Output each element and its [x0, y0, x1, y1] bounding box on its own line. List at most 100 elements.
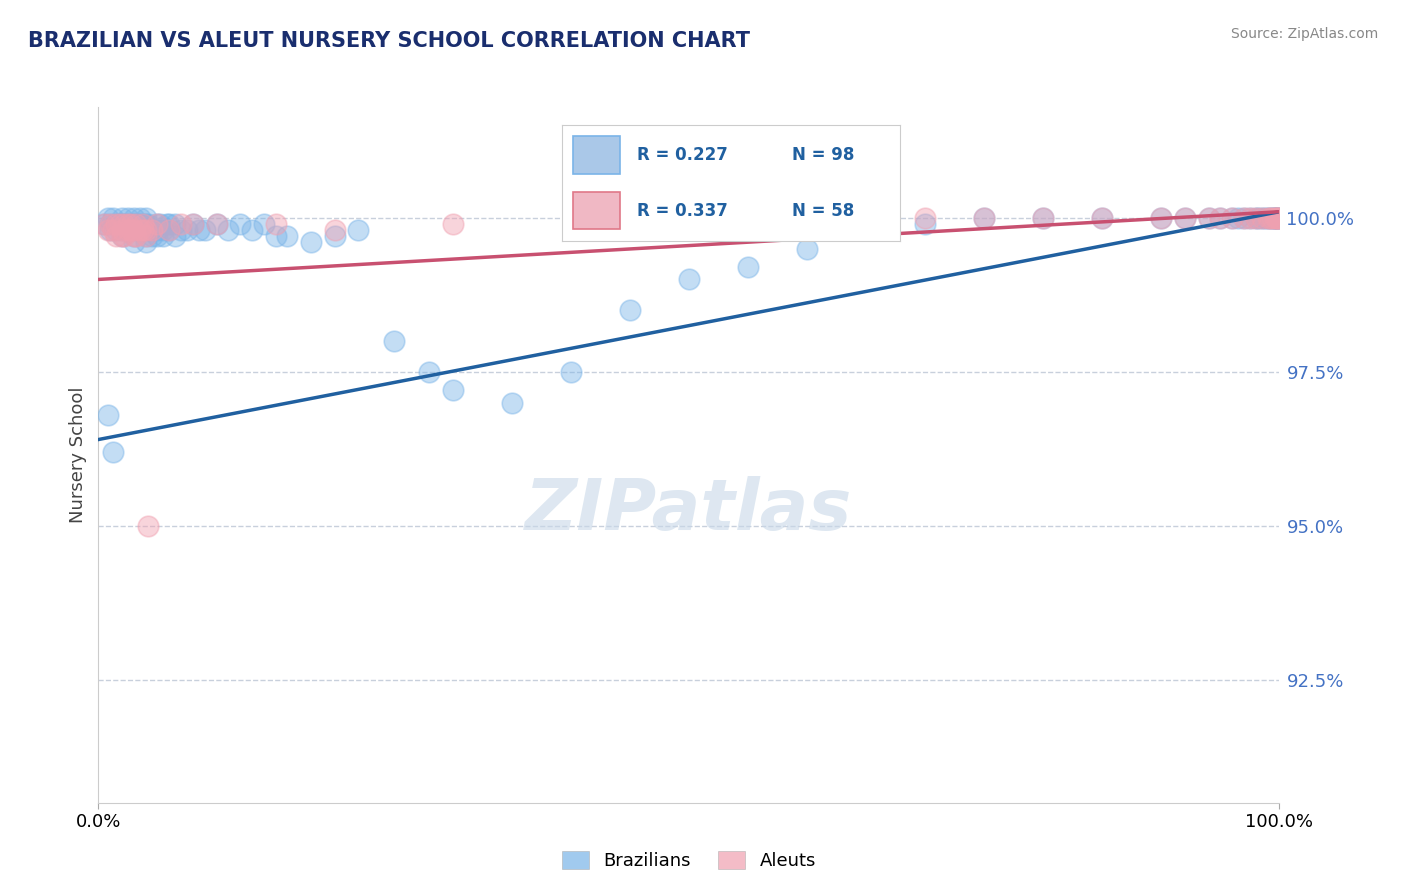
Point — [117, 217, 139, 231]
Point — [105, 229, 128, 244]
Point — [501, 395, 523, 409]
Point — [128, 223, 150, 237]
FancyBboxPatch shape — [572, 136, 620, 174]
Point — [136, 518, 159, 533]
Point — [1261, 211, 1284, 225]
Point — [112, 217, 135, 231]
Point — [1209, 211, 1232, 225]
Point — [111, 217, 134, 231]
Point — [98, 217, 121, 231]
Point — [149, 217, 172, 231]
Point — [125, 217, 148, 231]
Point — [128, 217, 150, 231]
Point — [135, 235, 157, 250]
Point — [135, 223, 157, 237]
Point — [678, 272, 700, 286]
Point — [117, 223, 139, 237]
Point — [170, 223, 193, 237]
Point — [1264, 211, 1286, 225]
Point — [1265, 211, 1288, 225]
Point — [217, 223, 239, 237]
Point — [146, 217, 169, 231]
Point — [205, 217, 228, 231]
Point — [122, 223, 145, 237]
Point — [128, 211, 150, 225]
Point — [135, 217, 157, 231]
Point — [914, 211, 936, 225]
Point — [165, 229, 187, 244]
Point — [1261, 211, 1284, 225]
Point — [156, 217, 179, 231]
Point — [181, 217, 204, 231]
Point — [1250, 211, 1272, 225]
Point — [101, 445, 124, 459]
Point — [132, 223, 155, 237]
Point — [136, 217, 159, 231]
Point — [146, 223, 169, 237]
Point — [122, 223, 145, 237]
Point — [98, 217, 121, 231]
Point — [111, 229, 134, 244]
Point — [418, 365, 440, 379]
Point — [108, 217, 131, 231]
Point — [1264, 211, 1286, 225]
Point — [194, 223, 217, 237]
Point — [737, 260, 759, 274]
Point — [1244, 211, 1267, 225]
Point — [1267, 211, 1289, 225]
Point — [141, 223, 163, 237]
Point — [619, 303, 641, 318]
Point — [117, 223, 139, 237]
Point — [914, 217, 936, 231]
Point — [973, 211, 995, 225]
Point — [1233, 211, 1256, 225]
Point — [855, 223, 877, 237]
Point — [121, 223, 143, 237]
Point — [240, 223, 263, 237]
Point — [125, 217, 148, 231]
Point — [132, 217, 155, 231]
Point — [105, 223, 128, 237]
Point — [187, 223, 209, 237]
Point — [101, 223, 124, 237]
Point — [973, 211, 995, 225]
Point — [1264, 211, 1286, 225]
Point — [1257, 211, 1279, 225]
Point — [112, 217, 135, 231]
Point — [323, 229, 346, 244]
Point — [135, 223, 157, 237]
Point — [121, 217, 143, 231]
Point — [122, 211, 145, 225]
Point — [1268, 211, 1291, 225]
Point — [165, 217, 187, 231]
Point — [796, 217, 818, 231]
Point — [1174, 211, 1197, 225]
Point — [181, 217, 204, 231]
Point — [264, 217, 287, 231]
Point — [112, 229, 135, 244]
Point — [152, 229, 174, 244]
Point — [98, 223, 121, 237]
Point — [347, 223, 370, 237]
Point — [122, 229, 145, 244]
Point — [1265, 211, 1288, 225]
Point — [1220, 211, 1243, 225]
Point — [1198, 211, 1220, 225]
Point — [441, 384, 464, 398]
Point — [93, 217, 115, 231]
Point — [157, 223, 180, 237]
Point — [1150, 211, 1173, 225]
Point — [122, 229, 145, 244]
Point — [146, 229, 169, 244]
Point — [111, 211, 134, 225]
Point — [1267, 211, 1289, 225]
Point — [108, 217, 131, 231]
Point — [121, 217, 143, 231]
Point — [128, 223, 150, 237]
Point — [1209, 211, 1232, 225]
Point — [1257, 211, 1279, 225]
Point — [1263, 211, 1285, 225]
Point — [101, 211, 124, 225]
Legend: Brazilians, Aleuts: Brazilians, Aleuts — [555, 844, 823, 877]
Point — [111, 229, 134, 244]
